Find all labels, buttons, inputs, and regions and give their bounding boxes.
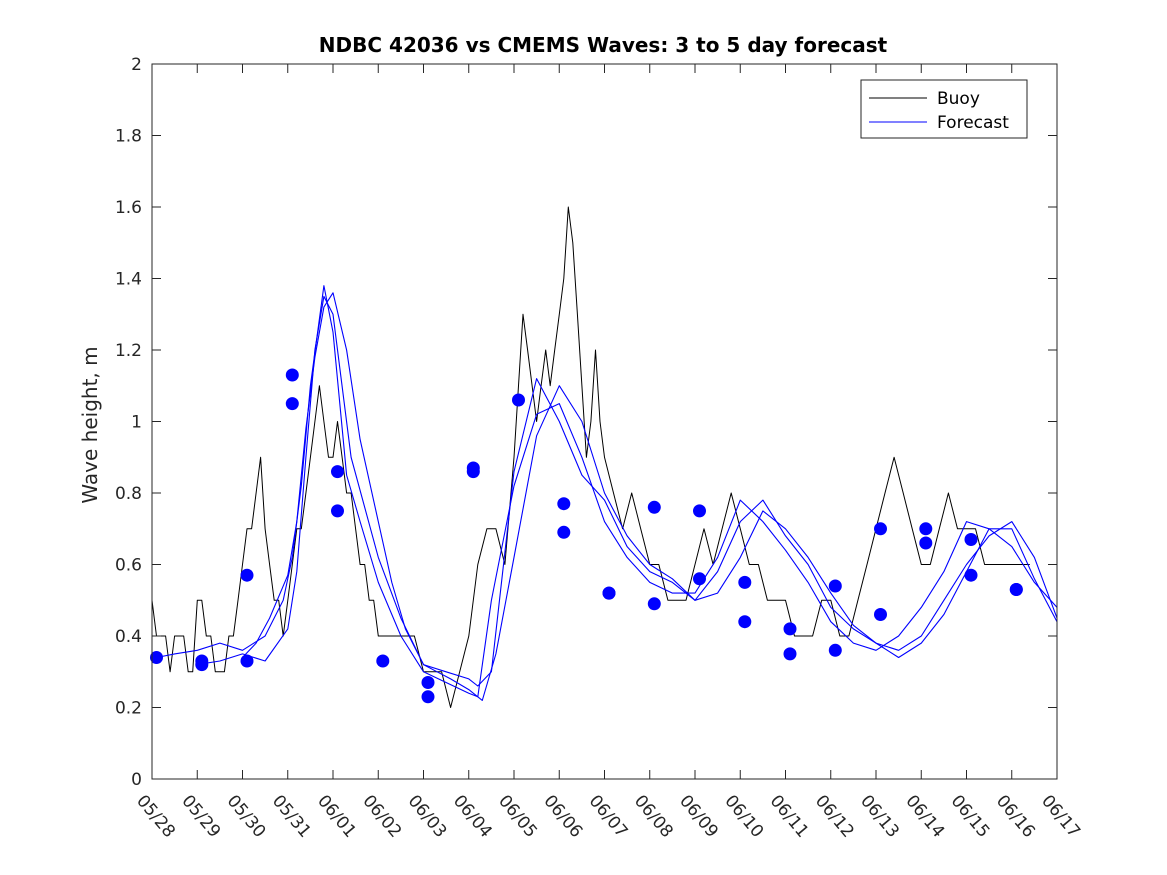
forecast-marker	[964, 533, 978, 546]
forecast-marker	[964, 568, 978, 582]
y-tick-label: 2	[131, 55, 142, 75]
x-tick-label: 06/10	[720, 791, 767, 841]
y-tick-label: 1.6	[115, 198, 142, 218]
forecast-marker	[874, 522, 887, 536]
y-tick-label: 1.4	[115, 270, 142, 290]
y-tick-label: 1	[131, 413, 142, 433]
legend-box	[860, 79, 1028, 139]
x-tick-label: 05/28	[132, 791, 179, 841]
x-tick-label: 06/11	[766, 791, 813, 841]
forecast-marker	[738, 615, 752, 629]
forecast-marker	[331, 504, 344, 518]
forecast-marker	[693, 572, 706, 586]
forecast-marker	[602, 586, 616, 600]
x-tick-label: 06/01	[313, 791, 360, 841]
legend-buoy-label: Buoy	[937, 89, 980, 109]
x-tick-label: 06/15	[947, 791, 994, 841]
x-tick-label: 06/05	[494, 791, 541, 841]
x-tick-label: 06/02	[358, 791, 405, 841]
forecast-marker	[376, 654, 390, 668]
buoy-line	[151, 206, 1030, 708]
x-tick-label: 06/14	[901, 791, 948, 841]
forecast-marker	[828, 643, 842, 657]
forecast-marker	[195, 654, 209, 668]
y-tick-label: 0.2	[115, 699, 142, 719]
forecast-marker	[285, 397, 299, 411]
forecast-marker	[693, 504, 706, 518]
y-tick-label: 0.6	[115, 556, 142, 576]
forecast-marker	[828, 579, 842, 593]
forecast-marker	[647, 500, 661, 514]
axes-box	[151, 63, 1058, 780]
chart-title: NDBC 42036 vs CMEMS Waves: 3 to 5 day fo…	[319, 33, 888, 57]
legend: Buoy Forecast	[860, 79, 1028, 139]
x-tick-label: 05/30	[223, 791, 270, 841]
x-tick-label: 06/04	[449, 791, 496, 841]
x-tick-label: 06/17	[1037, 791, 1084, 841]
forecast-marker	[512, 393, 525, 407]
forecast-marker	[421, 690, 435, 704]
x-tick-label: 05/31	[268, 791, 315, 841]
legend-forecast-label: Forecast	[937, 113, 1009, 133]
forecast-marker	[240, 568, 254, 582]
axes: 00.20.40.60.811.21.41.61.8205/2805/2905/…	[115, 55, 1084, 842]
forecast-marker	[874, 608, 887, 621]
x-tick-label: 06/06	[539, 791, 586, 841]
forecast-marker	[919, 522, 933, 536]
y-tick-label: 0.4	[115, 627, 142, 647]
forecast-marker	[331, 465, 344, 479]
x-tick-label: 05/29	[177, 791, 224, 841]
forecast-marker	[738, 575, 752, 589]
x-tick-label: 06/12	[811, 791, 858, 841]
forecast-marker	[466, 465, 480, 479]
plot-area	[150, 206, 1058, 708]
forecast-marker	[783, 622, 797, 636]
y-tick-label: 1.2	[115, 341, 142, 361]
forecast-marker	[557, 525, 571, 539]
y-tick-label: 0	[131, 770, 142, 790]
forecast-marker	[285, 368, 299, 382]
x-tick-label: 06/08	[630, 791, 677, 841]
x-tick-label: 06/07	[585, 791, 632, 841]
y-tick-label: 0.8	[115, 484, 142, 504]
forecast-marker	[240, 654, 254, 668]
forecast-marker	[557, 497, 571, 511]
y-tick-label: 1.8	[115, 127, 142, 147]
x-tick-label: 06/13	[856, 791, 903, 841]
x-tick-label: 06/03	[404, 791, 451, 841]
forecast-marker	[1009, 583, 1023, 596]
y-axis-label: Wave height, m	[78, 346, 102, 503]
forecast-line-3	[242, 292, 1058, 701]
forecast-marker	[150, 651, 163, 664]
forecast-marker	[647, 597, 661, 611]
forecast-marker	[421, 676, 435, 689]
x-tick-label: 06/16	[992, 791, 1039, 841]
forecast-marker	[783, 647, 797, 661]
forecast-line-2	[197, 295, 1058, 687]
forecast-marker	[919, 536, 933, 550]
x-tick-label: 06/09	[675, 791, 722, 841]
